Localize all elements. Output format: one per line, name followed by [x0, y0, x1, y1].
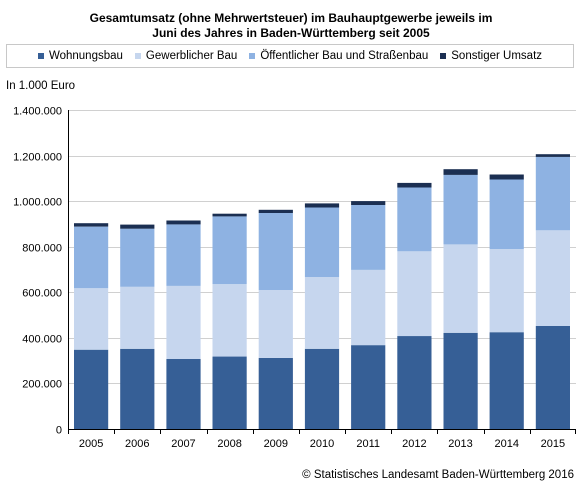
- y-tick-label: 1.400.000: [13, 106, 62, 118]
- chart-title-line-1: Gesamtumsatz (ohne Mehrwertsteuer) im Ba…: [89, 11, 493, 25]
- bar-segment-2013-s2: [443, 174, 478, 245]
- chart-title: Gesamtumsatz (ohne Mehrwertsteuer) im Ba…: [0, 11, 582, 41]
- bar-segment-2012-s2: [397, 187, 432, 252]
- bar-segment-2006-s1: [120, 286, 155, 349]
- bar-segment-2009-s0: [258, 357, 293, 429]
- y-tick-label: 1.200.000: [13, 152, 62, 164]
- y-tick-label: 0: [56, 425, 62, 437]
- bar-group: [74, 154, 570, 429]
- x-tick-label: 2008: [217, 438, 241, 450]
- bar-segment-2006-s0: [120, 348, 155, 429]
- bar-segment-2008-s2: [212, 216, 247, 285]
- bar-segment-2006-s2: [120, 228, 155, 287]
- axes: 0 200.000 400.000 600.000 800.000 1.000.000 1.…: [13, 106, 576, 450]
- bar-segment-2007-s0: [166, 359, 201, 429]
- legend-item-sonstiger-umsatz: Sonstiger Umsatz: [440, 50, 542, 62]
- bar-segment-2009-s3: [258, 209, 293, 213]
- bar-segment-2009-s1: [258, 290, 293, 358]
- bar-segment-2011-s2: [351, 205, 386, 270]
- x-tick-label: 2012: [402, 438, 426, 450]
- bar-segment-2013-s0: [443, 332, 478, 429]
- legend-swatch-wohnungsbau: [37, 53, 44, 59]
- bar-segment-2011-s1: [351, 270, 386, 346]
- legend-label-sonstiger-umsatz: Sonstiger Umsatz: [451, 50, 543, 62]
- bar-segment-2012-s3: [397, 182, 432, 188]
- bar-segment-2015-s3: [535, 154, 570, 157]
- bar-segment-2014-s1: [489, 249, 524, 333]
- bar-segment-2010-s3: [304, 203, 340, 208]
- y-tick-label: 800.000: [22, 243, 62, 255]
- legend-swatch-gewerblicher-bau: [134, 53, 141, 59]
- bar-segment-2005-s2: [74, 226, 109, 289]
- x-tick-label: 2015: [541, 438, 565, 450]
- bar-segment-2010-s1: [304, 277, 340, 349]
- legend-item-wohnungsbau: Wohnungsbau: [37, 50, 123, 62]
- bar-segment-2008-s3: [212, 213, 247, 217]
- legend-label-gewerblicher-bau: Gewerblicher Bau: [145, 50, 238, 62]
- bar-segment-2008-s1: [212, 284, 247, 357]
- x-tick-label: 2005: [79, 438, 103, 450]
- bar-segment-2009-s2: [258, 213, 293, 290]
- bar-segment-2007-s3: [166, 220, 201, 225]
- legend-label-wohnungsbau: Wohnungsbau: [48, 50, 123, 62]
- bar-segment-2014-s3: [489, 174, 524, 180]
- bar-segment-2013-s1: [443, 244, 478, 333]
- x-tick-label: 2006: [125, 438, 149, 450]
- x-tick-label: 2009: [264, 438, 288, 450]
- chart-legend: Wohnungsbau Gewerblicher Bau Öffentliche…: [6, 44, 574, 68]
- bar-segment-2014-s2: [489, 179, 524, 249]
- y-tick-label: 200.000: [22, 379, 62, 391]
- bar-segment-2007-s1: [166, 285, 201, 359]
- x-tick-label: 2014: [494, 438, 518, 450]
- y-tick-label: 1.000.000: [13, 197, 62, 209]
- bar-segment-2005-s3: [74, 223, 109, 227]
- bar-segment-2010-s2: [304, 207, 340, 277]
- x-tick-label: 2013: [448, 438, 472, 450]
- x-tick-label: 2007: [171, 438, 195, 450]
- x-tick-label: 2010: [310, 438, 334, 450]
- legend-swatch-sonstiger-umsatz: [440, 53, 447, 59]
- chart-title-line-2: Juni des Jahres in Baden-Württemberg sei…: [152, 26, 430, 40]
- y-tick-label: 600.000: [22, 288, 62, 300]
- bar-segment-2012-s0: [397, 336, 432, 429]
- legend-label-oeffentlicher-bau: Öffentlicher Bau und Straßenbau: [260, 50, 429, 62]
- bar-segment-2010-s0: [304, 348, 340, 429]
- bar-segment-2005-s1: [74, 288, 109, 350]
- bar-segment-2013-s3: [443, 169, 478, 175]
- legend-item-oeffentlicher-bau: Öffentlicher Bau und Straßenbau: [249, 50, 428, 62]
- bar-segment-2015-s2: [535, 156, 570, 231]
- bar-segment-2011-s0: [351, 345, 386, 429]
- legend-swatch-oeffentlicher-bau: [249, 53, 256, 59]
- bar-segment-2007-s2: [166, 224, 201, 286]
- y-tick-label: 400.000: [22, 334, 62, 346]
- bar-segment-2008-s0: [212, 356, 247, 429]
- bar-segment-2015-s0: [535, 326, 570, 429]
- bar-segment-2006-s3: [120, 224, 155, 229]
- bar-segment-2005-s0: [74, 349, 109, 429]
- source-credit: © Statistisches Landesamt Baden-Württemb…: [302, 469, 574, 481]
- x-tick-label: 2011: [356, 438, 380, 450]
- bar-segment-2011-s3: [351, 201, 386, 205]
- bar-segment-2015-s1: [535, 230, 570, 326]
- legend-item-gewerblicher-bau: Gewerblicher Bau: [134, 50, 238, 62]
- bar-segment-2012-s1: [397, 251, 432, 337]
- bar-segment-2014-s0: [489, 332, 524, 429]
- y-axis-unit-label: In 1.000 Euro: [6, 80, 76, 92]
